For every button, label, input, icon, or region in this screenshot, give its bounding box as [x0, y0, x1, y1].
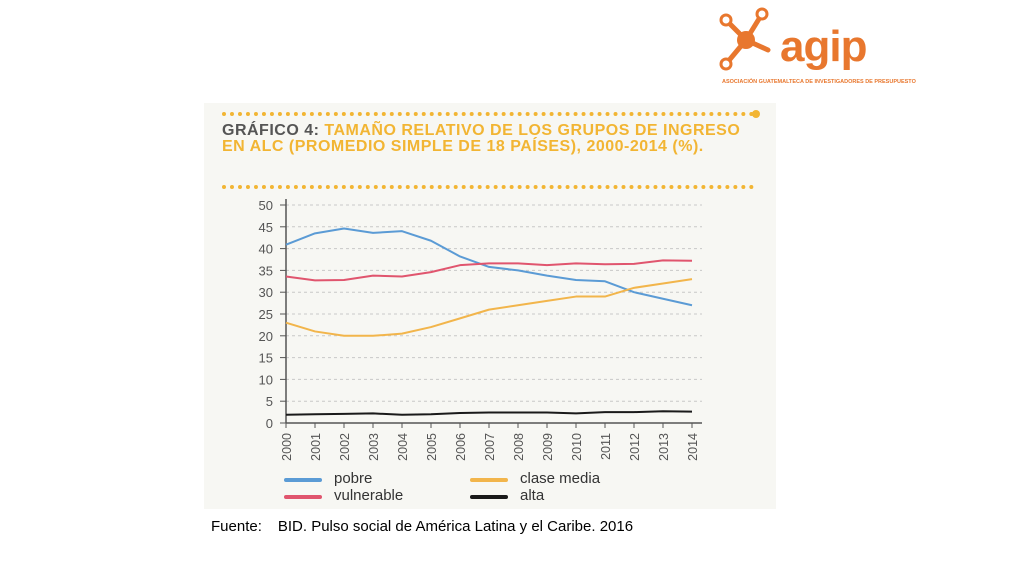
- series-line-alta: [285, 410, 693, 416]
- series-line-vulnerable: [285, 259, 693, 282]
- x-tick-label: 2003: [367, 433, 381, 461]
- x-tick-label: 2006: [454, 433, 468, 461]
- x-tick-label: 2010: [570, 433, 584, 461]
- y-tick-label: 15: [259, 351, 273, 366]
- y-tick-label: 45: [259, 220, 273, 235]
- chart-title-text: TAMAÑO RELATIVO DE LOS GRUPOS DE INGRESO…: [222, 122, 741, 155]
- legend-swatch: [284, 495, 322, 499]
- legend-swatch: [470, 478, 508, 482]
- chart-figure: GRÁFICO 4: TAMAÑO RELATIVO DE LOS GRUPOS…: [204, 103, 776, 509]
- legend-label: pobre: [334, 470, 373, 487]
- bottom-dotted-rule: [222, 185, 754, 189]
- series-line-pobre: [285, 227, 693, 307]
- x-tick-label: 2013: [657, 433, 671, 461]
- y-tick-label: 5: [266, 394, 273, 409]
- x-tick-label: 2014: [686, 433, 700, 461]
- x-tick-label: 2011: [599, 433, 613, 460]
- chart-title: GRÁFICO 4: TAMAÑO RELATIVO DE LOS GRUPOS…: [222, 123, 742, 155]
- source-label: Fuente:: [211, 518, 262, 535]
- legend-swatch: [284, 478, 322, 482]
- y-tick-label: 20: [259, 329, 273, 344]
- x-tick-label: 2000: [280, 433, 294, 461]
- logo-subtitle: ASOCIACIÓN GUATEMALTECA DE INVESTIGADORE…: [722, 79, 916, 85]
- legend-label: vulnerable: [334, 487, 404, 504]
- dotted-rule-end-dot: [752, 110, 760, 118]
- x-tick-label: 2001: [309, 433, 323, 461]
- x-tick-label: 2012: [628, 433, 642, 461]
- y-tick-label: 10: [259, 372, 273, 387]
- source-note: Fuente: BID. Pulso social de América Lati…: [211, 518, 633, 535]
- agip-logo-icon: [719, 7, 771, 71]
- x-tick-label: 2005: [425, 433, 439, 461]
- legend-label: clase media: [520, 470, 601, 487]
- top-dotted-rule: [222, 112, 754, 116]
- x-tick-label: 2007: [483, 433, 497, 461]
- y-tick-label: 30: [259, 285, 273, 300]
- source-text: BID. Pulso social de América Latina y el…: [277, 518, 634, 535]
- x-tick-label: 2008: [512, 433, 526, 461]
- x-tick-label: 2004: [396, 433, 410, 461]
- legend-swatch: [470, 495, 508, 499]
- y-tick-label: 0: [266, 416, 273, 431]
- y-tick-label: 40: [259, 242, 273, 257]
- y-tick-label: 50: [259, 198, 273, 213]
- legend-label: alta: [520, 487, 545, 504]
- y-tick-label: 25: [259, 307, 273, 322]
- y-tick-label: 35: [259, 263, 273, 278]
- line-chart: 0 5 10 15 20 25 30 35 40 45 50 2000 2001 2002 2003 2004…: [259, 198, 702, 461]
- chart-title-label: GRÁFICO 4:: [222, 122, 320, 139]
- x-tick-label: 2002: [338, 433, 352, 461]
- series-line-clase-media: [285, 278, 693, 337]
- x-tick-label: 2009: [541, 433, 555, 461]
- logo-brand-text: agip: [780, 22, 867, 71]
